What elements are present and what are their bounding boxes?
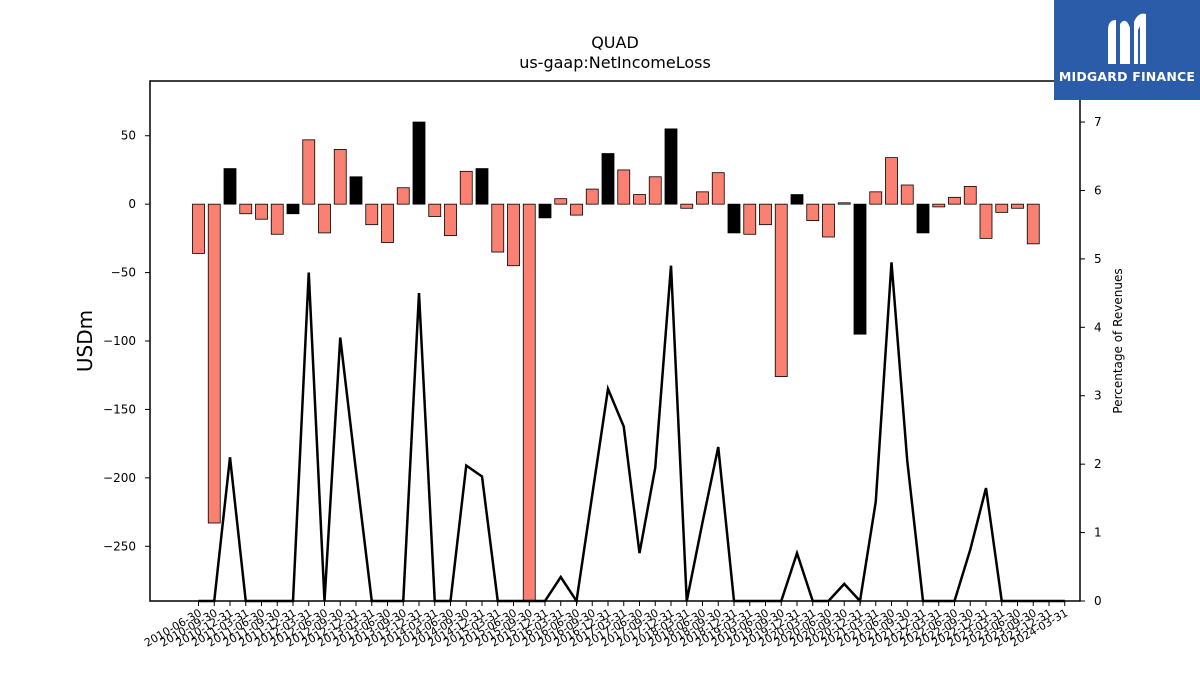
bar-2014-12-31 — [475, 168, 489, 205]
bar-2019-12-31 — [790, 194, 804, 205]
bar-2012-03-31 — [302, 139, 316, 205]
y2-tick-label: 5 — [1094, 252, 1102, 266]
plot-frame — [149, 80, 1081, 602]
bar-2021-09-30 — [900, 184, 914, 205]
bar-2022-09-30 — [963, 185, 977, 205]
y2-tick-label: 4 — [1094, 320, 1102, 334]
chart-subtitle: us-gaap:NetIncomeLoss — [519, 53, 711, 72]
bar-2016-06-30 — [570, 203, 583, 216]
bar-2015-12-31 — [538, 203, 552, 219]
bar-2015-09-30 — [522, 203, 536, 602]
bar-2015-06-30 — [507, 203, 520, 267]
line-group — [198, 262, 1065, 605]
y-tick-label: −200 — [103, 471, 136, 485]
bars-group — [192, 121, 1040, 602]
y2-tick-label: 0 — [1094, 594, 1102, 608]
bar-2017-12-31 — [664, 128, 678, 205]
bar-2018-06-30 — [696, 191, 709, 205]
bar-2021-03-31 — [869, 191, 883, 205]
bar-2020-09-30 — [837, 202, 851, 205]
bar-2013-06-30 — [381, 203, 394, 243]
bar-2023-03-31 — [995, 203, 1009, 213]
y2-tick-label: 2 — [1094, 457, 1102, 471]
bar-2018-03-31 — [680, 203, 694, 209]
bar-2021-12-31 — [916, 203, 930, 234]
bar-2014-09-30 — [459, 170, 473, 205]
y-axis-label: USDm — [73, 310, 97, 372]
y-tick-label: −100 — [103, 334, 136, 348]
bar-2018-12-31 — [727, 203, 741, 234]
bar-2016-09-30 — [585, 188, 599, 205]
bar-2020-12-31 — [853, 203, 867, 335]
x-axis-ticks: 2010-06-302010-09-302010-12-312011-03-31… — [142, 601, 1070, 650]
bar-2012-12-31 — [349, 176, 363, 205]
bar-2011-09-30 — [270, 203, 284, 235]
y2-axis-ticks: 0 1 2 3 4 5 6 7 — [1080, 115, 1102, 608]
bar-2017-06-30 — [633, 194, 646, 205]
percentage-line — [198, 262, 1065, 605]
bar-2019-09-30 — [774, 203, 788, 377]
bar-2018-09-30 — [711, 172, 725, 205]
y2-tick-label: 3 — [1094, 389, 1102, 403]
y2-tick-label: 1 — [1094, 526, 1102, 540]
y-tick-label: 0 — [128, 197, 136, 211]
bar-2010-09-30 — [207, 203, 221, 524]
bar-2017-03-31 — [617, 169, 631, 205]
bar-2020-03-31 — [806, 203, 820, 221]
bar-2016-12-31 — [601, 153, 615, 205]
bar-2023-09-30 — [1026, 203, 1040, 245]
bar-2021-06-30 — [885, 157, 898, 205]
bar-2011-12-31 — [286, 203, 300, 215]
bar-2022-03-31 — [932, 203, 946, 208]
chart-title: QUAD — [591, 33, 639, 52]
y2-tick-label: 7 — [1094, 115, 1102, 129]
bar-2017-09-30 — [648, 176, 662, 205]
bar-2012-06-30 — [318, 203, 331, 234]
bar-2019-03-31 — [743, 203, 757, 235]
y-tick-label: −150 — [103, 402, 136, 416]
bar-2010-06-30 — [192, 203, 205, 254]
logo-text: MIDGARD FINANCE — [1058, 69, 1196, 84]
bar-2014-03-31 — [428, 203, 442, 217]
bar-2015-03-31 — [491, 203, 505, 253]
bar-2011-03-31 — [239, 203, 253, 215]
y2-axis-label: Percentage of Revenues — [1111, 268, 1125, 413]
bar-2016-03-31 — [554, 198, 568, 205]
y2-tick-label: 6 — [1094, 183, 1102, 197]
bar-2013-03-31 — [365, 203, 379, 226]
bar-2013-09-30 — [396, 187, 410, 205]
midgard-m-icon — [1108, 13, 1146, 64]
y-tick-label: −50 — [111, 266, 136, 280]
bar-2014-06-30 — [444, 203, 457, 237]
bar-2022-06-30 — [948, 196, 961, 205]
y-tick-label: −250 — [103, 539, 136, 553]
midgard-finance-logo: MIDGARD FINANCE — [1054, 0, 1200, 100]
bar-2011-06-30 — [255, 203, 268, 220]
bar-2013-12-31 — [412, 121, 426, 205]
bar-2022-12-31 — [979, 203, 993, 239]
y-tick-label: 50 — [121, 129, 136, 143]
bar-2023-06-30 — [1011, 203, 1024, 209]
bar-2020-06-30 — [822, 203, 835, 238]
bar-2019-06-30 — [759, 203, 772, 226]
y-axis-ticks: −250 −200 −150 −100 −50 0 50 — [103, 129, 150, 553]
bar-2012-09-30 — [333, 149, 347, 205]
bar-2010-12-31 — [223, 168, 237, 205]
